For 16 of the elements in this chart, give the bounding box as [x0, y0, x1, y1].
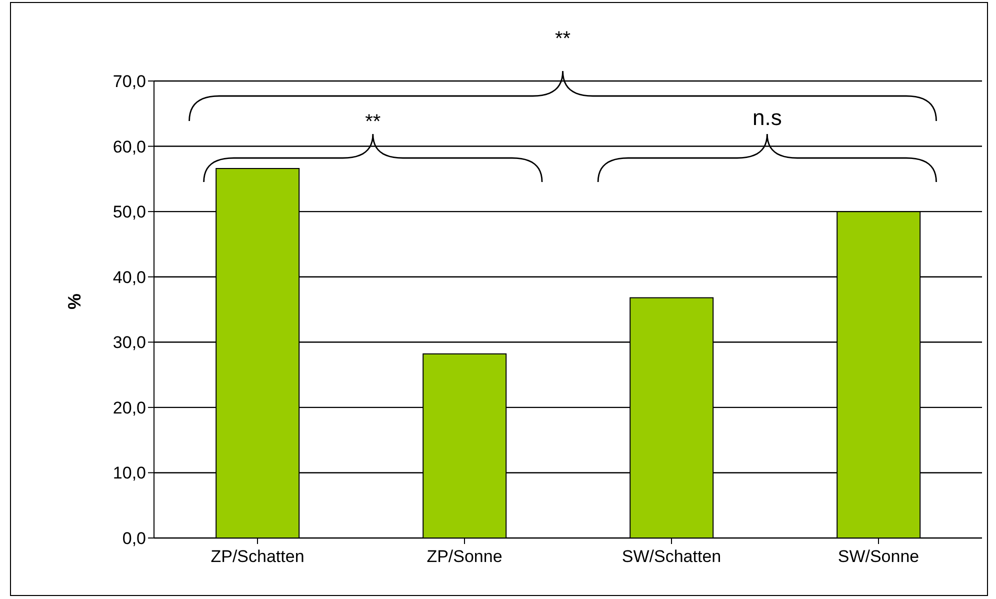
text: ** — [554, 28, 571, 50]
y-axis-title: % — [64, 293, 84, 310]
annotation: ** — [365, 111, 381, 133]
y-tick-label: 20,0 — [112, 398, 146, 418]
x-tick-label: SW/Sonne — [838, 547, 920, 566]
y-tick-label: 10,0 — [112, 464, 146, 483]
y-tick-label: 40,0 — [112, 268, 146, 287]
annotation: n.s — [752, 105, 782, 130]
y-tick-label: 0,0 — [122, 529, 146, 548]
x-tick-label: ZP/Sonne — [426, 547, 502, 566]
y-tick-label: 50,0 — [112, 202, 146, 222]
y-tick-label: 60,0 — [112, 137, 146, 156]
x-tick-label: ZP/Schatten — [210, 547, 304, 566]
y-tick-label: 70,0 — [112, 72, 146, 92]
x-tick-label: SW/Schatten — [622, 547, 722, 566]
y-tick-label: 30,0 — [112, 333, 146, 352]
